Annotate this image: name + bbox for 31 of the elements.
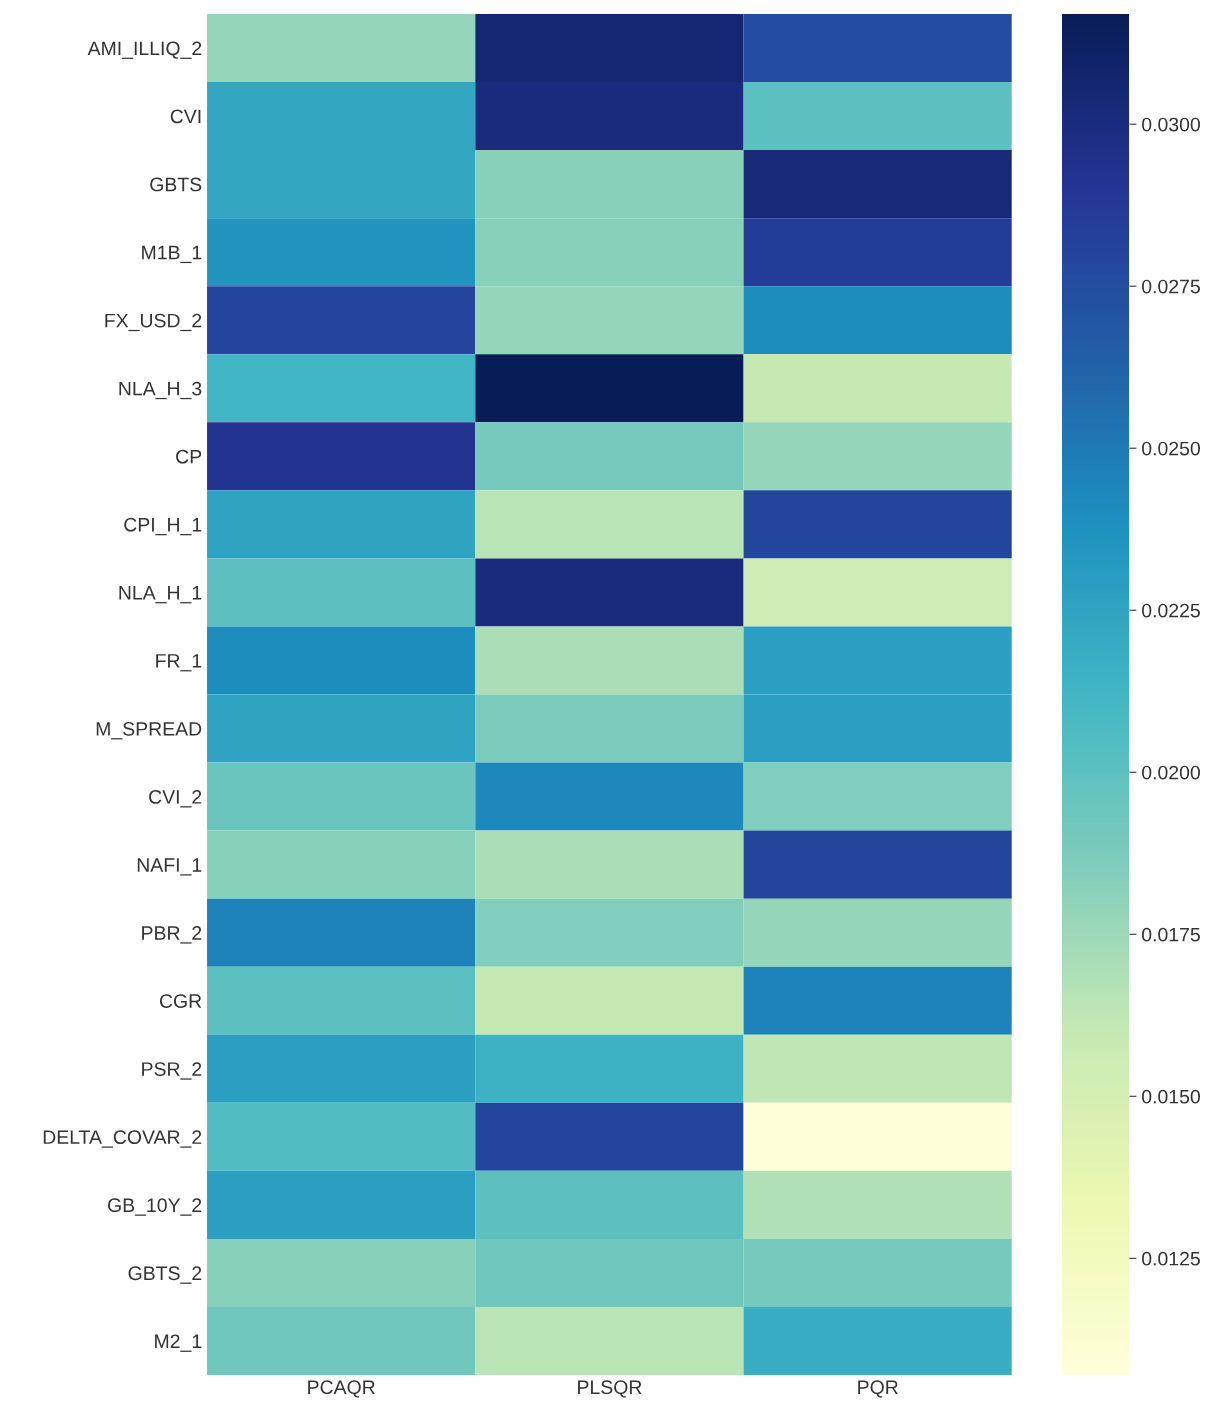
y-tick-label: PBR_2 — [142, 926, 202, 944]
y-tick-label: DELTA_COVAR_2 — [43, 1130, 202, 1148]
color-bar-label: 0.0275 — [1142, 279, 1200, 294]
color-bar-label: 0.0200 — [1142, 765, 1200, 780]
color-bar-label: 0.0175 — [1142, 927, 1200, 942]
y-tick-label: NAFI_1 — [137, 858, 202, 876]
y-tick-label: FR_1 — [156, 654, 202, 672]
y-tick-label: PSR_2 — [142, 1062, 202, 1080]
color-bar-label: 0.0125 — [1142, 1251, 1200, 1266]
y-tick-label: NLA_H_3 — [119, 381, 202, 400]
y-tick-label: NLA_H_1 — [119, 586, 202, 604]
x-tick-label: PLSQR — [578, 1380, 642, 1398]
color-bar-label: 0.0300 — [1142, 117, 1200, 132]
y-tick-label: GB_10Y_2 — [108, 1198, 202, 1216]
y-tick-label: GBTS — [150, 177, 202, 192]
y-tick-label: CP — [176, 449, 202, 464]
y-tick-label: AMI_ILLIQ_2 — [87, 41, 202, 59]
y-tick-label: M2_1 — [155, 1334, 202, 1352]
y-tick-label: CGR — [159, 994, 202, 1008]
y-tick-label: M1B_1 — [142, 245, 202, 264]
color-bar-label: 0.0150 — [1142, 1089, 1200, 1104]
y-tick-label: FX_USD_2 — [105, 313, 202, 332]
color-bar-label: 0.0225 — [1142, 603, 1200, 618]
y-tick-label: CVI — [170, 109, 201, 124]
color-bar-label: 0.0250 — [1142, 441, 1200, 456]
y-tick-label: M_SPREAD — [96, 721, 202, 740]
x-tick-label: PQR — [858, 1380, 898, 1398]
y-tick-label: CPI_H_1 — [124, 517, 202, 536]
y-tick-label: GBTS_2 — [128, 1266, 202, 1284]
x-tick-label: PCAQR — [308, 1380, 375, 1398]
y-tick-label: CVI_2 — [149, 790, 202, 808]
